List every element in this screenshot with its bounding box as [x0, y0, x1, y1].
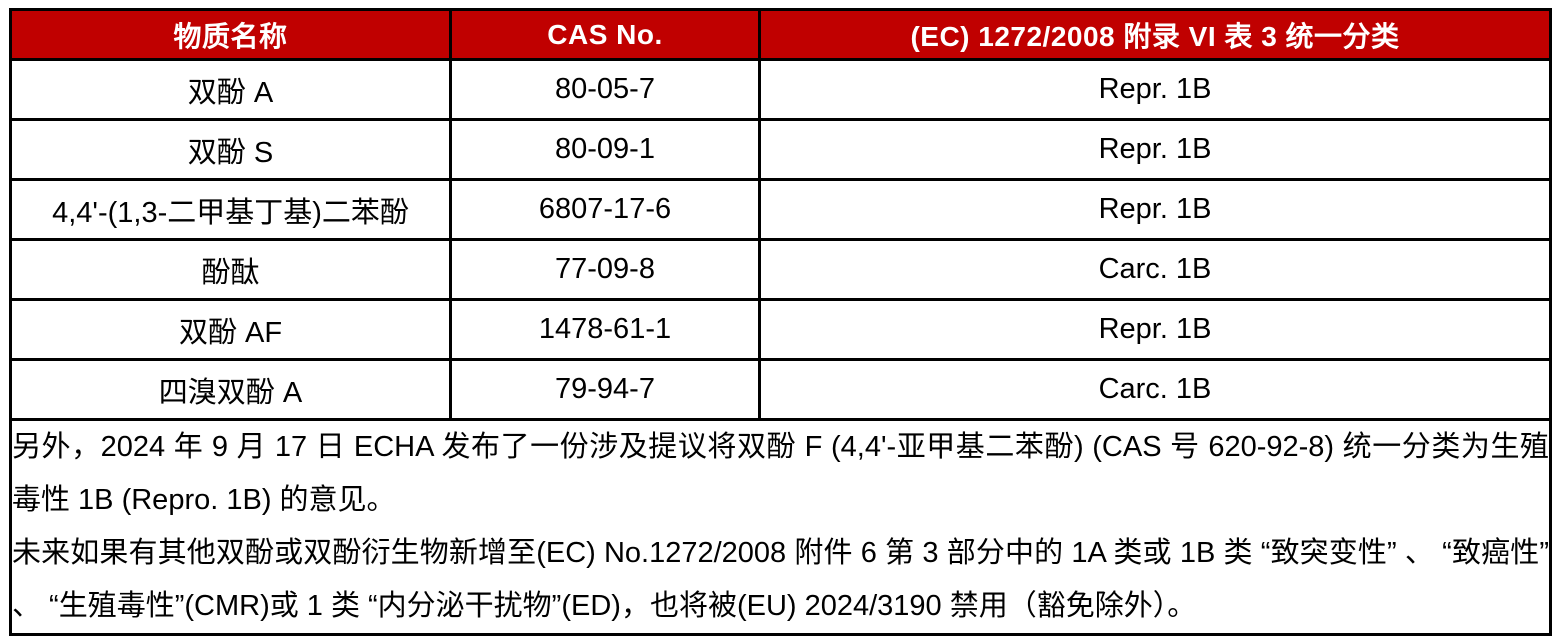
- column-header-substance-name: 物质名称: [9, 8, 452, 61]
- substance-cell: 双酚 A: [9, 58, 452, 121]
- substance-cell: 4,4'-(1,3-二甲基丁基)二苯酚: [9, 178, 452, 241]
- table-row: 酚酞 77-09-8 Carc. 1B: [9, 238, 1552, 301]
- cas-cell: 80-05-7: [449, 58, 761, 121]
- classification-cell: Carc. 1B: [758, 238, 1552, 301]
- classification-cell: Repr. 1B: [758, 58, 1552, 121]
- cas-cell: 6807-17-6: [449, 178, 761, 241]
- header-row: 物质名称 CAS No. (EC) 1272/2008 附录 VI 表 3 统一…: [9, 8, 1552, 61]
- table-row: 双酚 AF 1478-61-1 Repr. 1B: [9, 298, 1552, 361]
- table-row: 双酚 S 80-09-1 Repr. 1B: [9, 118, 1552, 181]
- cas-cell: 80-09-1: [449, 118, 761, 181]
- classification-cell: Repr. 1B: [758, 118, 1552, 181]
- column-header-classification: (EC) 1272/2008 附录 VI 表 3 统一分类: [758, 8, 1552, 61]
- table-row: 双酚 A 80-05-7 Repr. 1B: [9, 58, 1552, 121]
- column-header-cas-no: CAS No.: [449, 8, 761, 61]
- cas-cell: 79-94-7: [449, 358, 761, 421]
- classification-cell: Repr. 1B: [758, 298, 1552, 361]
- classification-cell: Carc. 1B: [758, 358, 1552, 421]
- note-paragraph-echa-proposal: 另外，2024 年 9 月 17 日 ECHA 发布了一份涉及提议将双酚 F (…: [12, 431, 1549, 516]
- cas-cell: 77-09-8: [449, 238, 761, 301]
- table-row: 4,4'-(1,3-二甲基丁基)二苯酚 6807-17-6 Repr. 1B: [9, 178, 1552, 241]
- classification-cell: Repr. 1B: [758, 178, 1552, 241]
- table-row: 四溴双酚 A 79-94-7 Carc. 1B: [9, 358, 1552, 421]
- substance-classification-table: 物质名称 CAS No. (EC) 1272/2008 附录 VI 表 3 统一…: [9, 8, 1552, 636]
- substance-cell: 四溴双酚 A: [9, 358, 452, 421]
- cas-cell: 1478-61-1: [449, 298, 761, 361]
- notes-cell: 另外，2024 年 9 月 17 日 ECHA 发布了一份涉及提议将双酚 F (…: [9, 418, 1552, 636]
- substance-cell: 双酚 AF: [9, 298, 452, 361]
- substance-cell: 酚酞: [9, 238, 452, 301]
- substance-cell: 双酚 S: [9, 118, 452, 181]
- note-paragraph-future-ban: 未来如果有其他双酚或双酚衍生物新增至(EC) No.1272/2008 附件 6…: [12, 537, 1549, 622]
- notes-row: 另外，2024 年 9 月 17 日 ECHA 发布了一份涉及提议将双酚 F (…: [9, 418, 1552, 636]
